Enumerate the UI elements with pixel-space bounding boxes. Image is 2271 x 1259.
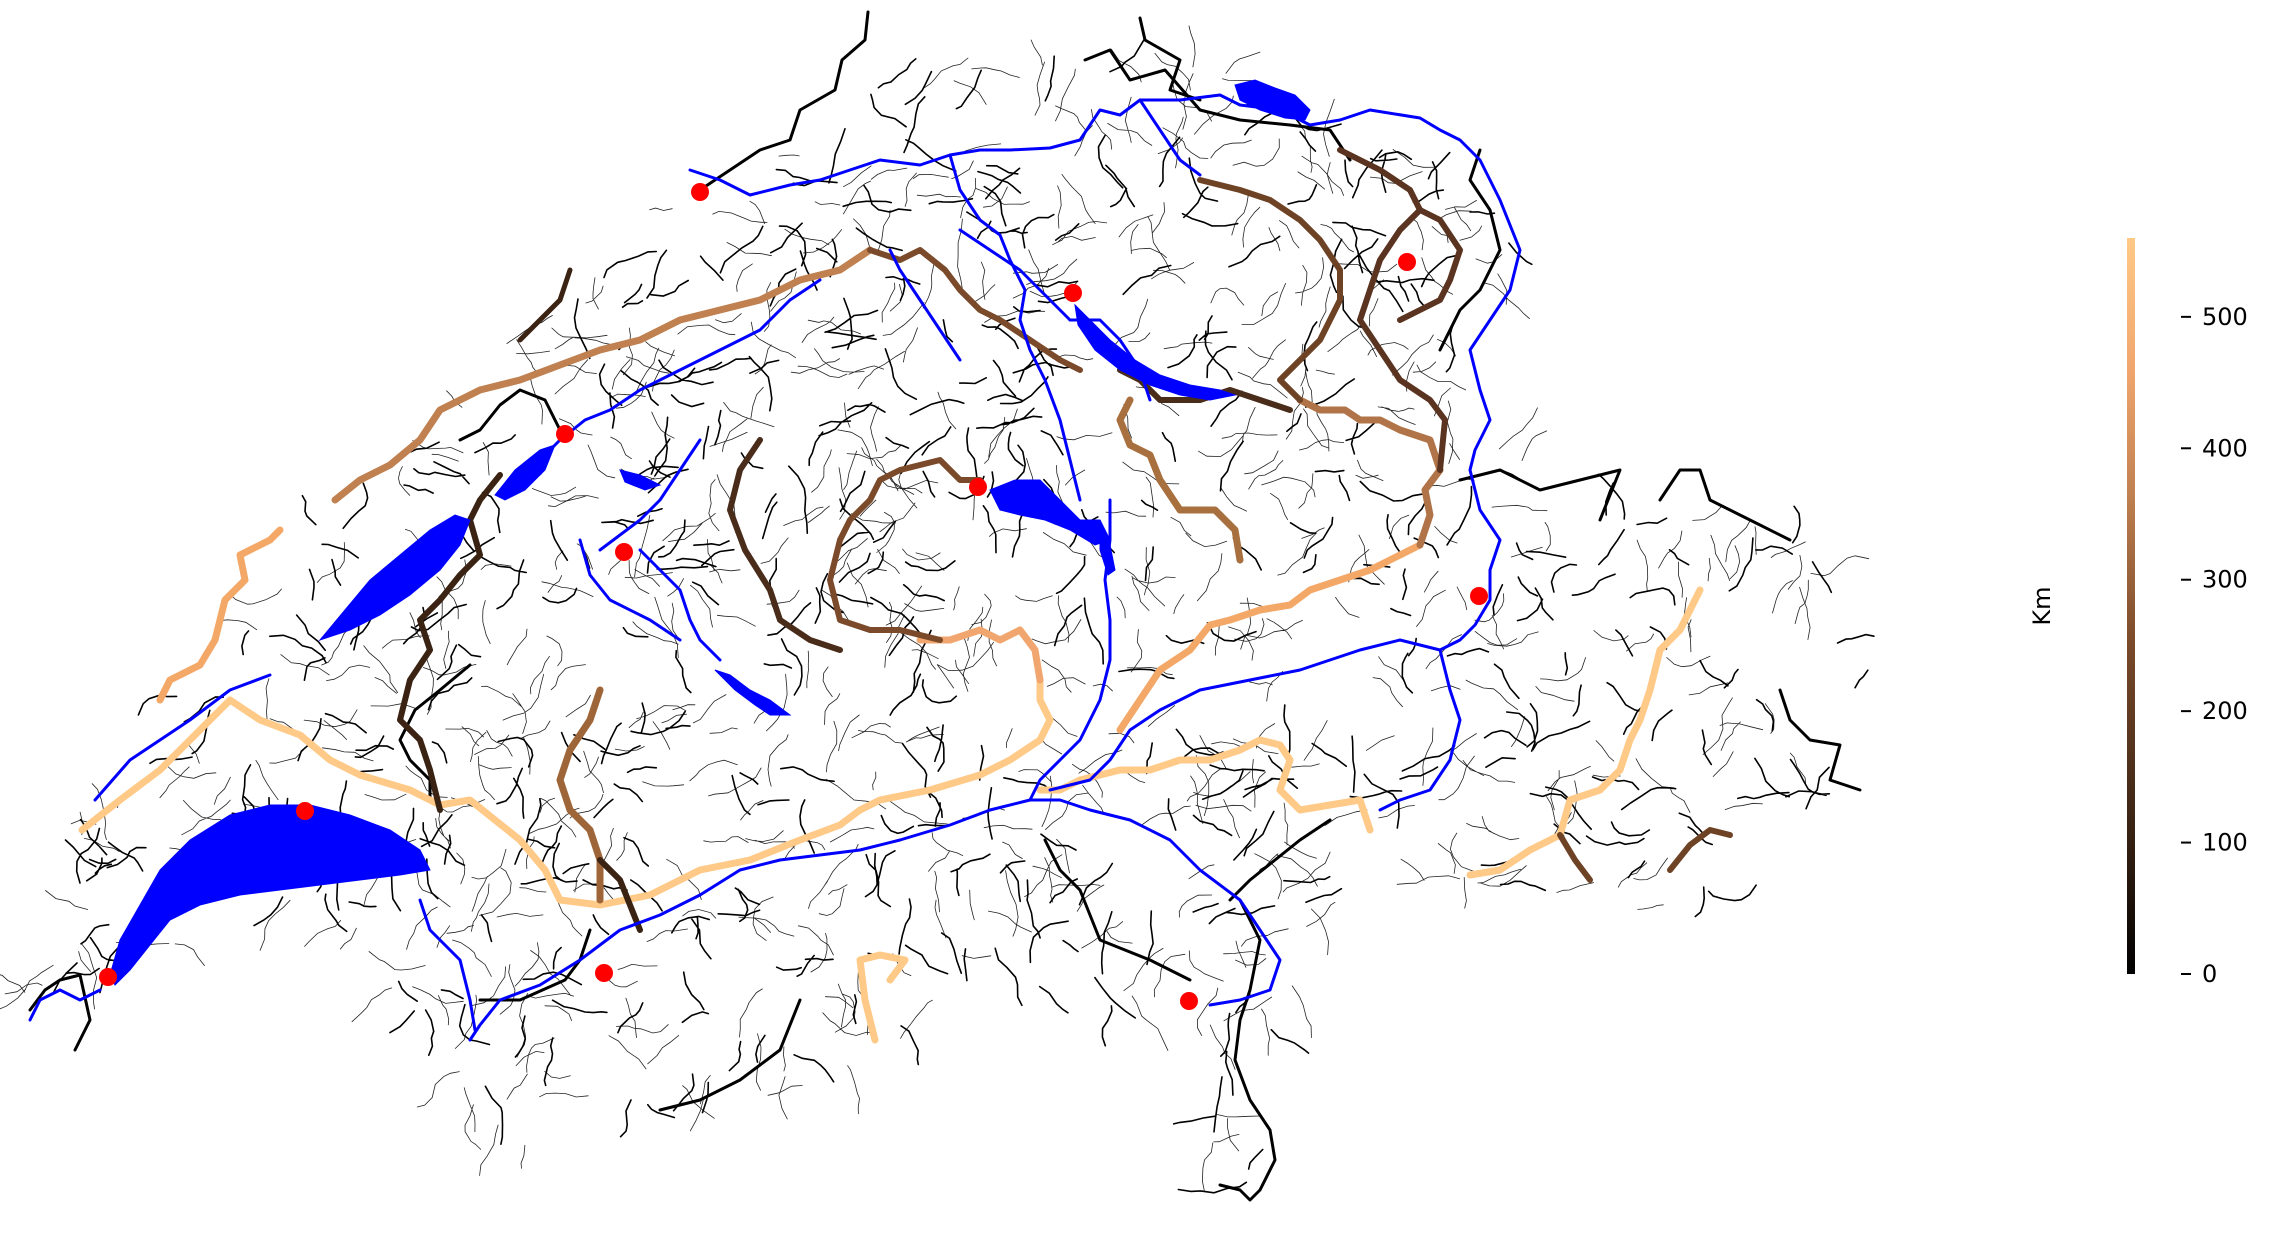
river-segment <box>156 526 284 704</box>
colorbar: 0 100 200 300 400 500 Km <box>2028 238 2248 988</box>
city-marker <box>969 478 987 496</box>
main-rivers <box>28 93 1522 1042</box>
river-segment <box>1337 147 1448 473</box>
river-ticino <box>1028 798 1282 1007</box>
river-segment <box>78 676 1054 909</box>
lake-small-west <box>619 469 662 491</box>
river-segment <box>1116 541 1424 734</box>
lake-lucerne <box>989 479 1111 546</box>
river-rhone-geneva <box>28 988 102 1022</box>
lake-geneva <box>109 804 431 986</box>
river-rhine <box>688 93 1342 197</box>
river-segment <box>727 437 843 653</box>
river-aare-west <box>528 278 822 482</box>
city-marker <box>1064 284 1082 302</box>
river-segment <box>916 626 1044 684</box>
river-segment <box>1557 832 1593 883</box>
colorbar-gradient <box>2127 238 2135 974</box>
river-network <box>0 25 1875 1194</box>
colorbar-title: Km <box>2028 586 2056 625</box>
lake-zug-lower <box>1099 519 1116 576</box>
city-marker <box>595 964 613 982</box>
river-reuss <box>1028 498 1112 802</box>
city-marker <box>296 802 314 820</box>
river-segment <box>1397 207 1463 323</box>
colorbar-tick-label: 200 <box>2202 697 2248 725</box>
river-segment <box>1667 827 1733 873</box>
lake-zurich <box>1074 303 1237 401</box>
lakes <box>109 79 1311 986</box>
river-segment <box>517 267 573 343</box>
river-segment <box>1466 586 1704 879</box>
river-segment <box>1116 396 1244 564</box>
lake-thun-brienz <box>714 669 792 716</box>
river-rhone <box>468 798 1032 1042</box>
colorbar-tick-label: 300 <box>2202 566 2248 594</box>
river-segment <box>1036 736 1374 834</box>
river-east-tributary <box>1138 98 1202 177</box>
city-marker <box>691 183 709 201</box>
river-segment <box>856 951 909 1044</box>
river-segment <box>1296 396 1444 549</box>
city-marker <box>99 968 117 986</box>
river-segment <box>867 247 1083 373</box>
river-segment <box>827 457 983 643</box>
river-saane <box>638 548 722 662</box>
river-segment <box>1197 177 1343 403</box>
river-segment <box>597 857 643 933</box>
lake-constance <box>1234 79 1311 121</box>
colorbar-tick-label: 500 <box>2202 303 2248 331</box>
colorbar-tick-label: 100 <box>2202 829 2248 857</box>
river-limmat <box>958 228 1072 322</box>
city-marker <box>1398 253 1416 271</box>
river-emme <box>1048 638 1442 792</box>
colorbar-tick-label: 0 <box>2202 960 2217 988</box>
city-marker <box>615 543 633 561</box>
river-rhone-lower <box>418 898 477 1032</box>
river-north-west <box>578 538 682 642</box>
lake-neuchatel <box>318 514 471 642</box>
river-inn <box>1378 648 1462 812</box>
tributary-streams <box>53 39 1875 1194</box>
lake-biel <box>494 444 556 501</box>
city-marker <box>556 425 574 443</box>
colorbar-ticks: 0 100 200 300 400 500 <box>2181 303 2248 988</box>
river-rhine-east <box>1338 108 1522 652</box>
colorbar-tick-label: 400 <box>2202 434 2248 462</box>
river-doubs <box>93 673 272 802</box>
river-thur <box>888 248 962 362</box>
city-marker <box>1470 587 1488 605</box>
border-rivers <box>28 10 1862 1202</box>
river-aare <box>948 153 1082 502</box>
river-broye <box>598 438 702 552</box>
river-segment <box>331 246 874 504</box>
river-segment <box>556 686 604 904</box>
city-marker <box>1180 992 1198 1010</box>
city-markers <box>99 183 1488 1010</box>
